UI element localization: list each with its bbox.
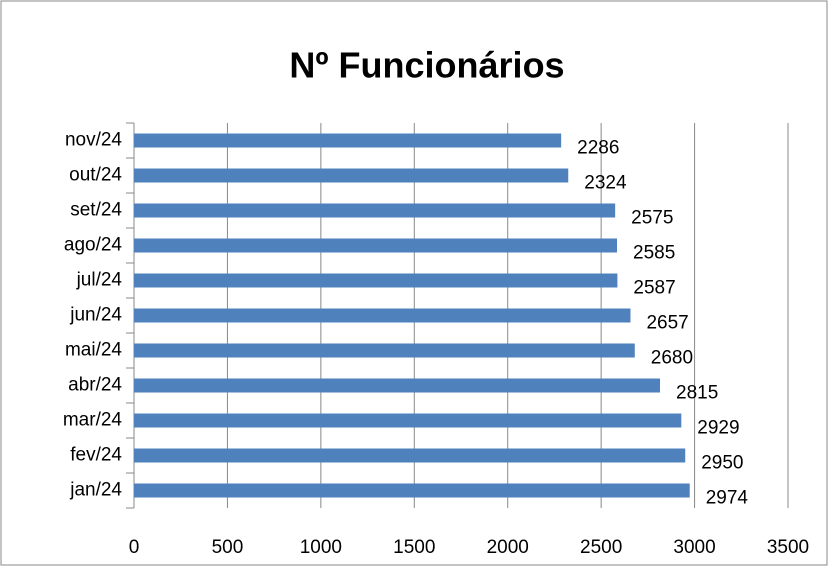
y-tick-label: jan/24 [69,480,122,501]
bar [134,483,690,498]
value-label: 2575 [631,208,673,229]
bar [134,378,661,393]
x-tick-label: 0 [129,537,140,558]
bar [134,448,686,463]
bar [134,413,682,428]
y-tick-label: mai/24 [65,340,122,361]
value-label: 2585 [633,243,675,264]
value-label: 2974 [706,488,749,509]
value-label: 2950 [701,453,743,474]
x-tick-label: 3500 [767,537,809,558]
y-tick-label: jul/24 [76,270,123,291]
value-label: 2815 [676,383,718,404]
x-tick-label: 2000 [487,537,529,558]
bar [134,133,562,148]
value-label: 2286 [577,138,619,159]
y-tick-label: ago/24 [64,235,123,256]
value-label: 2587 [633,278,675,299]
bar [134,238,618,253]
x-tick-label: 1000 [300,537,342,558]
bar [134,343,635,358]
bar [134,203,616,218]
y-tick-label: nov/24 [65,130,122,151]
bar [134,168,569,183]
x-tick-label: 2500 [580,537,622,558]
y-tick-label: jun/24 [69,305,122,326]
value-label: 2929 [697,418,739,439]
x-tick-label: 3000 [673,537,715,558]
y-tick-label: mar/24 [63,410,123,431]
value-label: 2324 [584,173,627,194]
bar [134,308,631,323]
y-tick-label: set/24 [70,200,122,221]
x-tick-label: 500 [212,537,244,558]
x-tick-label: 1500 [393,537,435,558]
value-label: 2657 [646,313,688,334]
value-label: 2680 [651,348,693,369]
y-tick-label: out/24 [69,165,122,186]
y-tick-label: fev/24 [70,445,122,466]
bar [134,273,618,288]
chart-title: Nº Funcionários [289,45,564,86]
y-tick-label: abr/24 [68,375,122,396]
